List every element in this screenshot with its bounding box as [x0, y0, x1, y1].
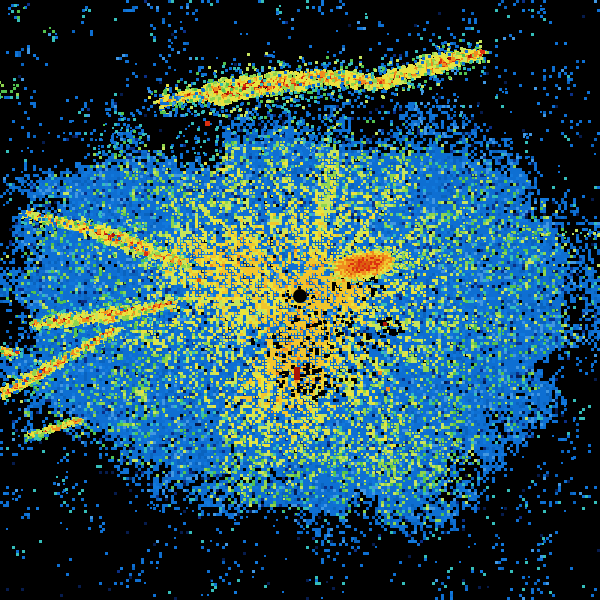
radar-reflectivity-image — [0, 0, 600, 600]
radar-display — [0, 0, 600, 600]
